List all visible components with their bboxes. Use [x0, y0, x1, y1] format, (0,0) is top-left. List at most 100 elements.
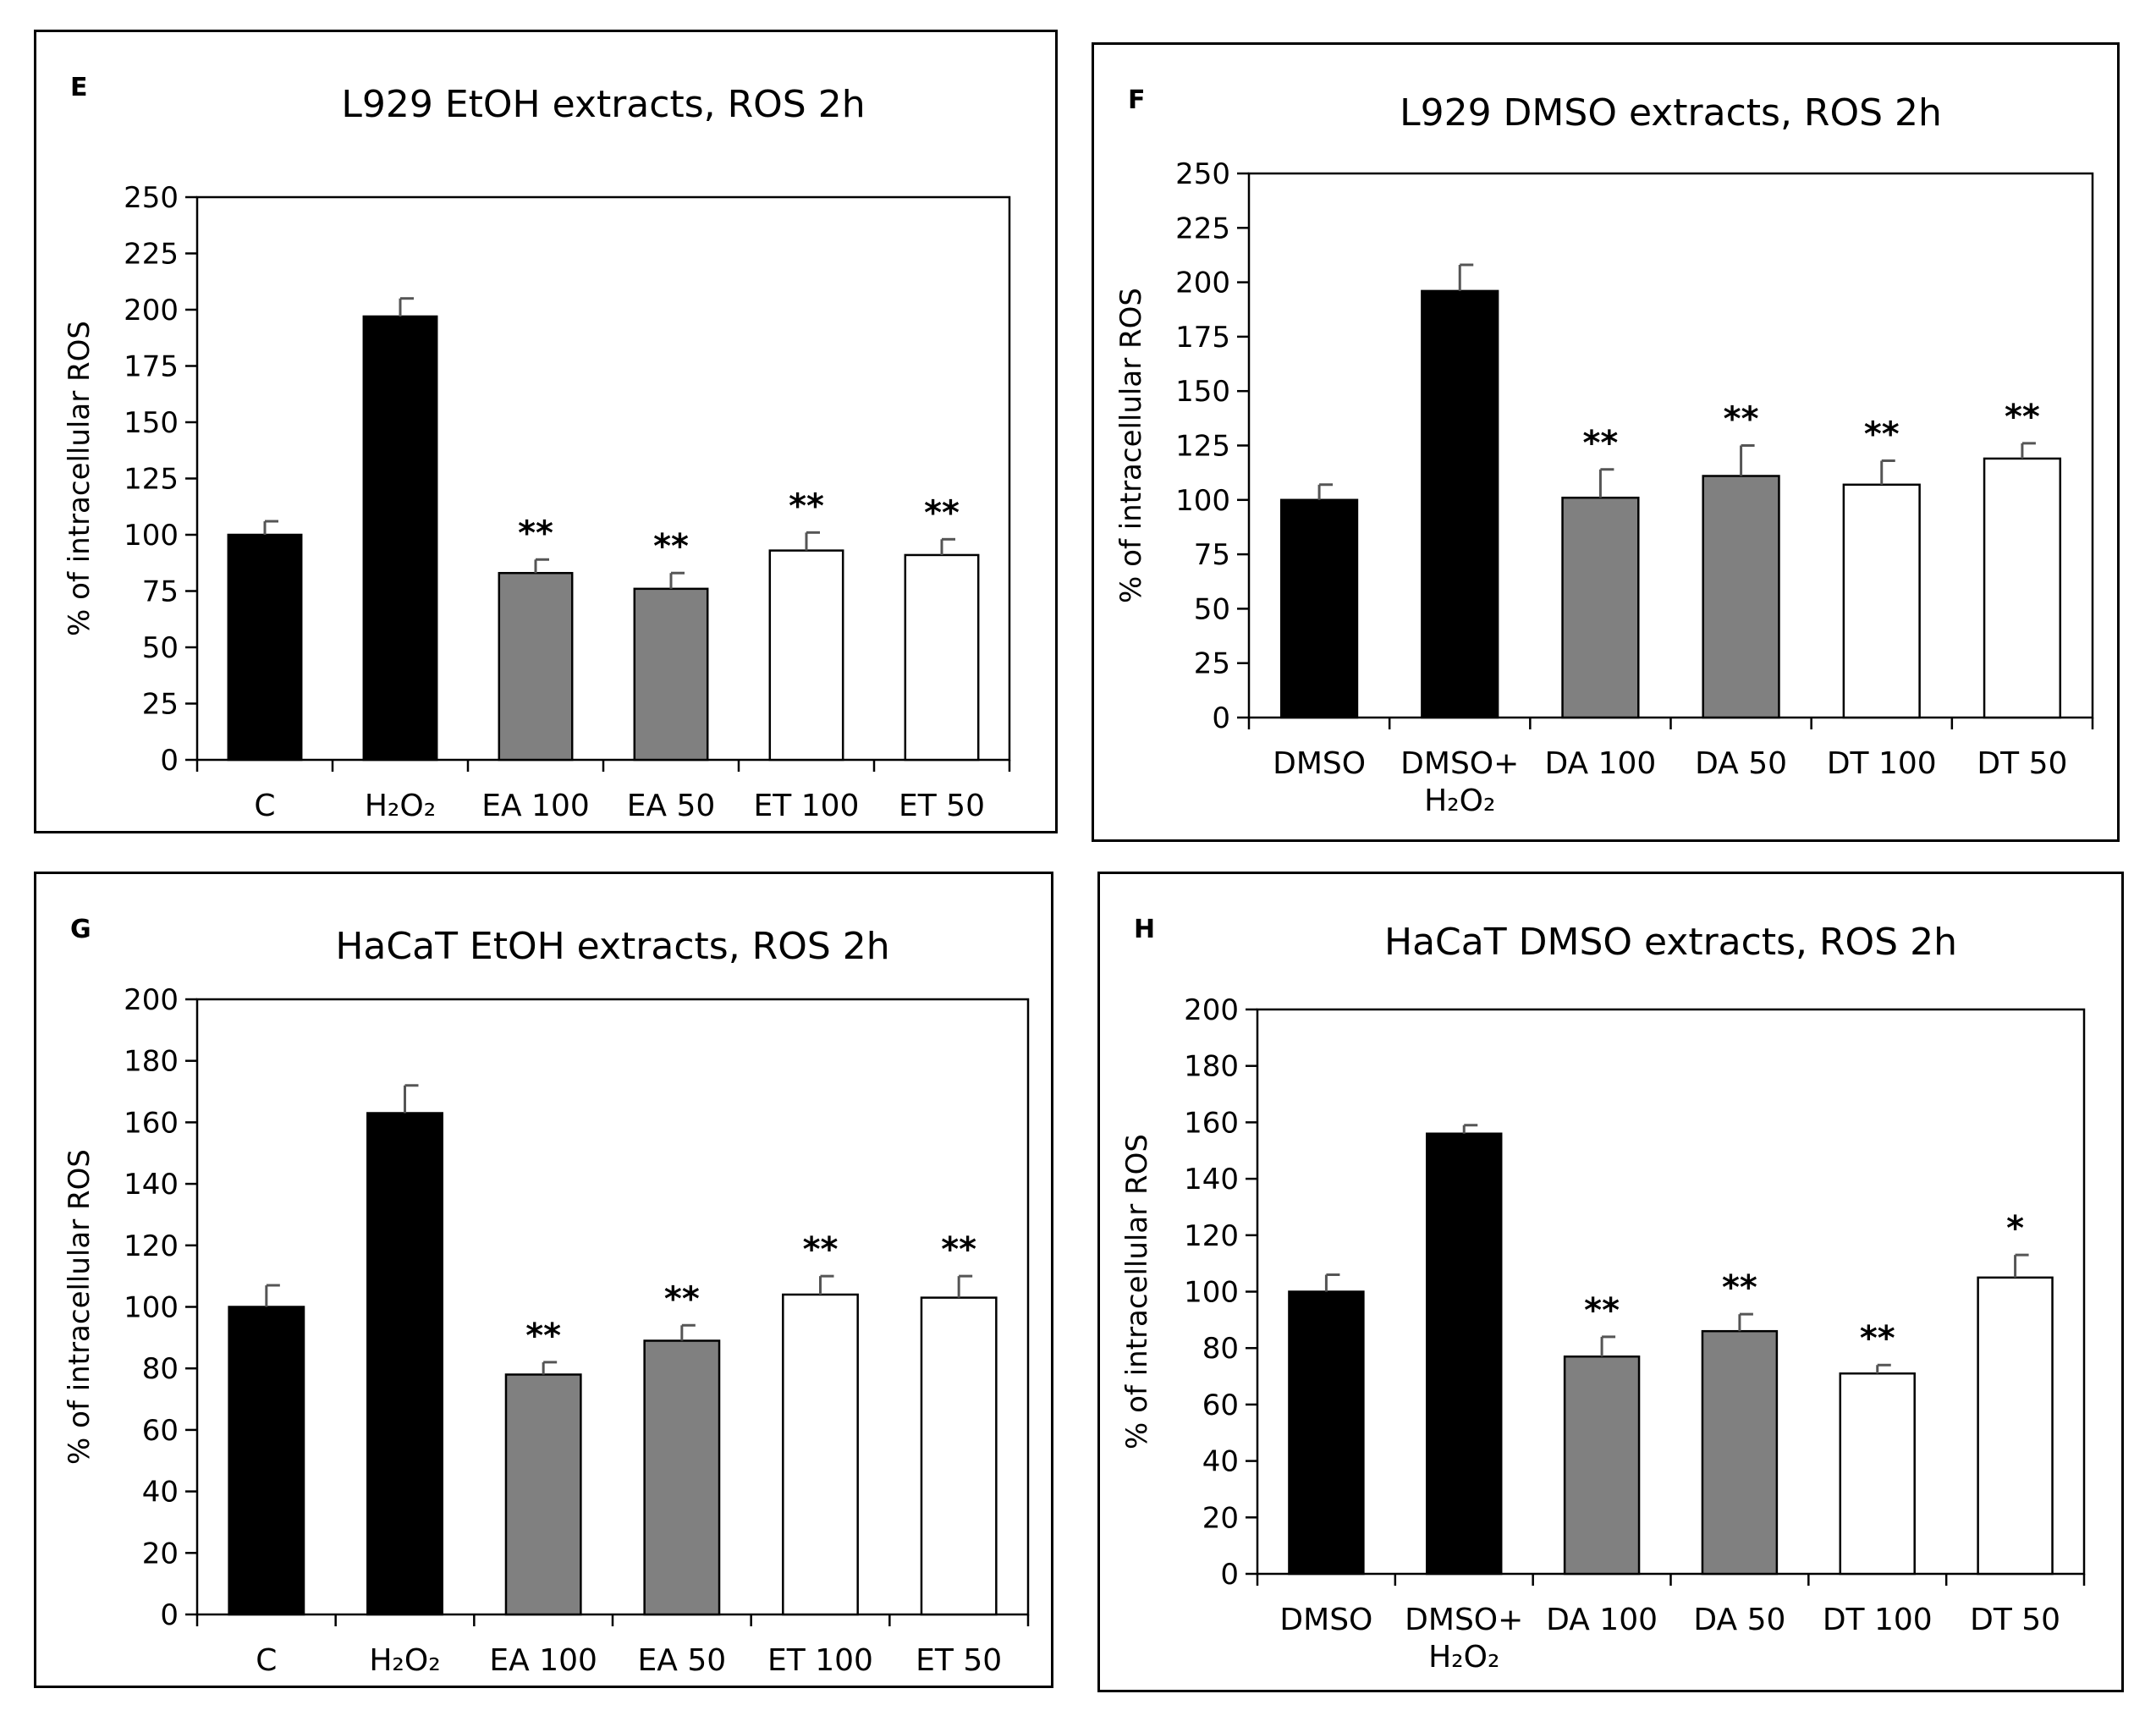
bar [1426, 1132, 1503, 1576]
bar [228, 1306, 305, 1616]
significance-marker: ** [1864, 415, 1900, 454]
y-tick-label: 0 [160, 744, 179, 778]
x-category-label: H₂O₂ [365, 789, 436, 823]
significance-marker: ** [1584, 1291, 1620, 1330]
y-tick-label: 120 [1184, 1219, 1239, 1253]
x-category-label: DA 50 [1695, 746, 1787, 781]
y-tick-label: 60 [1202, 1389, 1239, 1422]
x-category-label: C [254, 789, 275, 823]
y-tick-label: 125 [124, 463, 179, 497]
y-tick-label: 50 [142, 631, 179, 665]
y-tick-label: 40 [142, 1476, 179, 1510]
y-tick-label: 200 [124, 294, 179, 327]
y-tick-label: 250 [124, 181, 179, 215]
y-tick-label: 160 [124, 1106, 179, 1140]
bar [1288, 1290, 1365, 1576]
y-tick-label: 80 [142, 1352, 179, 1386]
significance-marker: ** [803, 1230, 839, 1269]
chart-title: L929 EtOH extracts, ROS 2h [341, 83, 865, 126]
significance-marker: ** [924, 493, 960, 532]
bar [1279, 498, 1359, 719]
y-tick-label: 0 [1220, 1558, 1239, 1592]
chart-f: F L929 DMSO extracts, ROS 2h 0 25 50 75 100 125… [1114, 85, 2094, 818]
y-axis-label: % of intracellular ROS [63, 321, 96, 636]
y-tick-label: 160 [1184, 1106, 1239, 1140]
significance-marker: ** [525, 1317, 561, 1356]
bar [643, 1339, 721, 1616]
y-tick-label: 250 [1175, 157, 1230, 191]
y-tick-label: 50 [1194, 592, 1230, 626]
x-category-label: C [256, 1643, 277, 1678]
y-tick-label: 25 [142, 688, 179, 722]
y-tick-label: 125 [1175, 430, 1230, 464]
chart-title: L929 DMSO extracts, ROS 2h [1400, 91, 1942, 135]
y-tick-label: 100 [1175, 484, 1230, 518]
y-tick-label: 80 [1202, 1332, 1239, 1366]
chart-e: E L929 EtOH extracts, ROS 2h 0 25 50 75 100 125… [63, 73, 1011, 823]
bar [1983, 457, 2062, 719]
bar [768, 549, 844, 762]
significance-marker: ** [789, 487, 824, 525]
chart-title: HaCaT EtOH extracts, ROS 2h [335, 925, 889, 968]
x-category-label: DA 100 [1546, 1603, 1658, 1637]
x-category-label: ET 100 [767, 1643, 873, 1678]
panel-letter: E [70, 73, 88, 102]
y-tick-label: 200 [124, 983, 179, 1017]
plot-frame [1256, 1008, 2086, 1576]
significance-marker: ** [1724, 400, 1759, 439]
y-tick-label: 140 [124, 1168, 179, 1202]
significance-marker: ** [653, 527, 689, 566]
x-category-label: DT 50 [1970, 1603, 2060, 1637]
x-category-label: DA 50 [1693, 1603, 1785, 1637]
y-tick-label: 75 [142, 575, 179, 609]
panel-letter: G [70, 915, 91, 944]
bar [633, 587, 709, 762]
bar [1842, 483, 1921, 719]
panel-g: G HaCaT EtOH extracts, ROS 2h 0 20 40 60 80 100… [34, 872, 1053, 1688]
x-category-label: ET 50 [916, 1643, 1002, 1678]
y-tick-label: 100 [124, 1291, 179, 1325]
bar [1421, 289, 1499, 719]
y-tick-label: 40 [1202, 1445, 1239, 1479]
y-tick-label: 200 [1184, 993, 1239, 1027]
y-tick-label: 60 [142, 1414, 179, 1448]
panel-letter: F [1128, 85, 1146, 115]
bar [362, 315, 438, 762]
significance-marker: ** [1582, 424, 1618, 463]
y-tick-label: 120 [124, 1229, 179, 1263]
plot-frame [1247, 172, 2094, 719]
x-category-label: DMSO+ H₂O₂ [1405, 1603, 1523, 1675]
chart-g: G HaCaT EtOH extracts, ROS 2h 0 20 40 60 80 100… [63, 915, 1030, 1678]
x-category-label: DMSO [1279, 1603, 1372, 1637]
bar [1977, 1276, 2054, 1576]
x-category-label: DT 50 [1977, 746, 2067, 781]
x-category-label: EA 100 [489, 1643, 597, 1678]
y-tick-label: 150 [1175, 375, 1230, 409]
plot-frame [195, 998, 1030, 1616]
chart-title: HaCaT DMSO extracts, ROS 2h [1384, 921, 1957, 964]
significance-marker: ** [941, 1230, 976, 1269]
bar [498, 571, 574, 762]
y-tick-label: 180 [124, 1045, 179, 1079]
bar [227, 533, 303, 762]
y-tick-label: 225 [1175, 212, 1230, 245]
chart-h: H HaCaT DMSO extracts, ROS 2h 0 20 40 60 80 100… [1120, 915, 2086, 1675]
bar [1701, 1329, 1779, 1576]
y-tick-label: 175 [1175, 321, 1230, 355]
panel-letter: H [1134, 915, 1155, 944]
y-axis-label: % of intracellular ROS [1114, 288, 1148, 603]
x-category-label: EA 50 [638, 1643, 727, 1678]
bar [920, 1296, 998, 1616]
significance-marker: ** [1860, 1319, 1895, 1358]
bar [1563, 1355, 1641, 1576]
y-tick-label: 175 [124, 350, 179, 384]
y-tick-label: 100 [1184, 1276, 1239, 1310]
bar [504, 1373, 582, 1616]
significance-marker: ** [1722, 1268, 1757, 1307]
significance-marker: ** [518, 514, 553, 553]
panel-e: E L929 EtOH extracts, ROS 2h 0 25 50 75 100 125… [34, 30, 1058, 833]
y-tick-label: 20 [142, 1537, 179, 1570]
panel-h: H HaCaT DMSO extracts, ROS 2h 0 20 40 60 80 100… [1097, 872, 2124, 1692]
x-category-label: H₂O₂ [369, 1643, 440, 1678]
significance-marker: * [2006, 1209, 2024, 1248]
